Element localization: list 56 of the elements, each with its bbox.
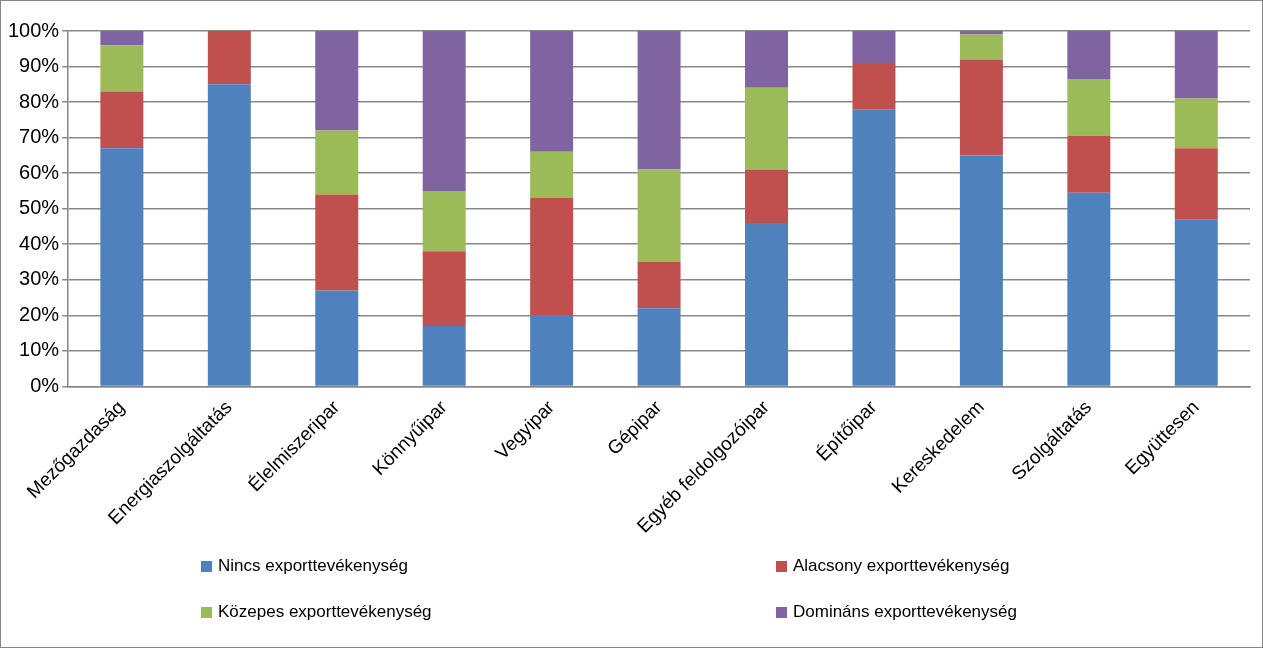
bar xyxy=(637,169,681,263)
bar xyxy=(959,34,1003,60)
bar xyxy=(1067,135,1111,193)
y-tick-label: 20% xyxy=(19,302,60,325)
bar xyxy=(852,109,896,386)
bar xyxy=(959,59,1003,156)
bar xyxy=(1174,98,1218,149)
bar xyxy=(1067,31,1111,79)
bar xyxy=(1174,219,1218,386)
bar xyxy=(530,315,574,386)
y-tick-label: 60% xyxy=(19,160,60,183)
bar xyxy=(315,31,359,131)
y-tick-label: 0% xyxy=(30,373,60,396)
bar xyxy=(100,91,144,149)
y-tick-label: 50% xyxy=(19,196,60,219)
bar xyxy=(530,31,574,152)
bar xyxy=(422,190,466,252)
bar xyxy=(530,198,574,316)
bar xyxy=(745,222,789,386)
bar xyxy=(100,31,144,46)
bar xyxy=(745,169,789,223)
bar xyxy=(1174,31,1218,99)
y-tick-label: 10% xyxy=(19,338,60,361)
y-tick-label: 30% xyxy=(19,267,60,290)
bar xyxy=(315,290,359,386)
bar xyxy=(422,251,466,326)
bar xyxy=(959,155,1003,386)
bar xyxy=(852,31,896,63)
bar xyxy=(100,148,144,386)
bar xyxy=(959,31,1003,35)
bar xyxy=(530,151,574,199)
bar xyxy=(1067,192,1111,386)
y-tick-label: 80% xyxy=(19,89,60,112)
bar xyxy=(315,130,359,195)
bar xyxy=(1174,148,1218,220)
bar xyxy=(207,31,251,85)
bar xyxy=(745,31,789,88)
bar xyxy=(422,31,466,191)
legend-label: Közepes exporttevékenység xyxy=(218,602,432,622)
legend-label: Nincs exporttevékenység xyxy=(218,556,408,576)
bar xyxy=(1067,78,1111,136)
y-tick-label: 70% xyxy=(19,125,60,148)
y-tick-label: 40% xyxy=(19,231,60,254)
bar xyxy=(422,325,466,386)
bar xyxy=(100,45,144,92)
y-tick-label: 100% xyxy=(8,18,60,41)
bar xyxy=(207,84,251,386)
bar xyxy=(745,87,789,170)
bar xyxy=(637,31,681,170)
legend-label: Domináns exporttevékenység xyxy=(793,602,1017,622)
y-tick-label: 90% xyxy=(19,54,60,77)
bar xyxy=(852,62,896,110)
bar xyxy=(637,308,681,386)
bar xyxy=(315,194,359,291)
legend-label: Alacsony exporttevékenység xyxy=(793,556,1010,576)
bar xyxy=(637,262,681,309)
